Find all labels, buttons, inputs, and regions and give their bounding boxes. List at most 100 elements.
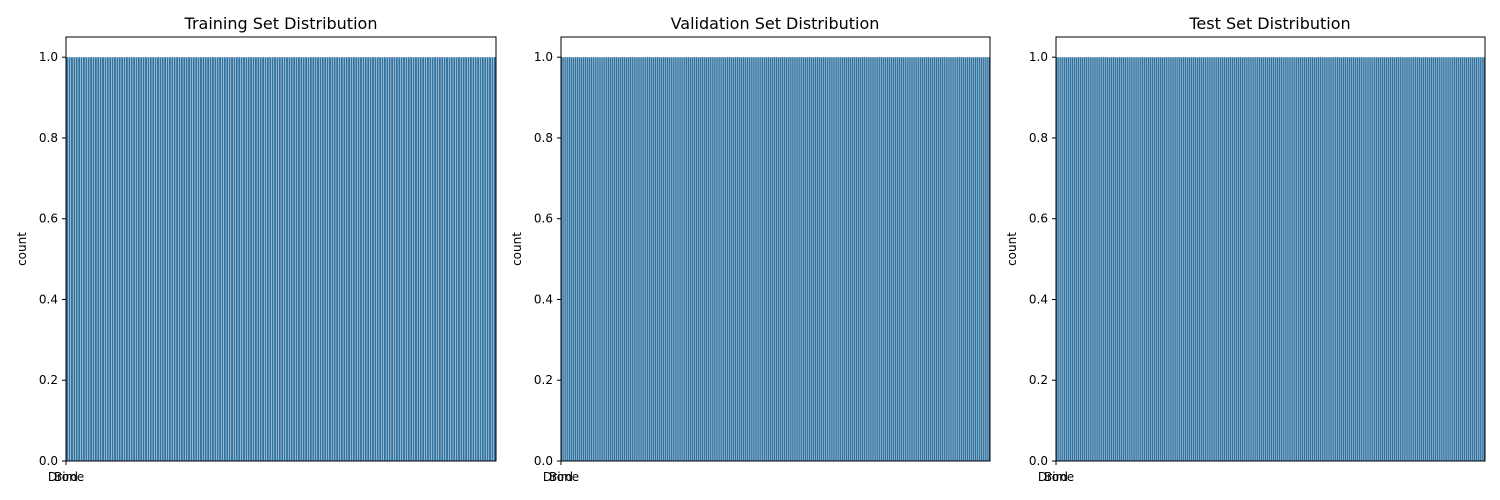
bar — [1336, 57, 1339, 461]
bar — [1389, 57, 1392, 461]
bar — [1169, 57, 1171, 461]
y-tick-label: 0.6 — [1029, 212, 1048, 226]
bar — [781, 57, 784, 461]
bar — [1457, 57, 1460, 461]
bar — [910, 57, 912, 461]
bar — [1159, 57, 1162, 461]
bar — [935, 57, 938, 461]
bar — [1089, 57, 1091, 461]
bar — [1455, 57, 1458, 461]
bar — [1253, 57, 1255, 461]
bar — [964, 57, 967, 461]
bar — [1465, 57, 1468, 461]
bar — [699, 57, 702, 461]
bar — [793, 57, 795, 461]
y-tick-label: 0.4 — [534, 292, 553, 306]
bar — [608, 57, 610, 461]
bar — [1381, 57, 1384, 461]
bar — [1274, 57, 1277, 461]
test-set-chart: Test Set Distribution count 0.0 0.2 0.4 0.6… — [1005, 14, 1486, 484]
bar — [434, 57, 437, 461]
bar — [1377, 57, 1380, 461]
bar — [312, 57, 315, 461]
bar — [1067, 57, 1070, 461]
bar — [1296, 57, 1298, 461]
y-tick-label: 1.0 — [534, 50, 553, 64]
bar — [1251, 57, 1253, 461]
bar — [764, 57, 766, 461]
bar — [1075, 57, 1078, 461]
bar — [462, 57, 465, 461]
bar — [563, 57, 565, 461]
bar — [82, 57, 85, 461]
bar — [219, 57, 222, 461]
bar — [1374, 57, 1376, 461]
bar — [565, 57, 567, 461]
bar — [682, 57, 684, 461]
bar — [381, 57, 384, 461]
bar — [1303, 57, 1306, 461]
bar — [1461, 57, 1464, 461]
bar — [130, 57, 133, 461]
bar — [1192, 57, 1195, 461]
bar — [1229, 57, 1232, 461]
bar — [1436, 57, 1438, 461]
bar — [190, 57, 193, 461]
bar — [695, 57, 698, 461]
bar — [1272, 57, 1275, 461]
bar — [78, 57, 81, 461]
bar — [1268, 57, 1271, 461]
bar — [867, 57, 869, 461]
bar — [1114, 57, 1117, 461]
bar — [1141, 57, 1144, 461]
y-axis-label: count — [510, 232, 524, 266]
bar — [1151, 57, 1154, 461]
bar — [1346, 57, 1349, 461]
bar — [898, 57, 901, 461]
bar — [1395, 57, 1398, 461]
y-tick-label: 0.4 — [39, 292, 58, 306]
bar — [486, 57, 489, 461]
bar — [154, 57, 157, 461]
y-tick-label: 0.0 — [39, 454, 58, 468]
bar — [1305, 57, 1308, 461]
bar — [1233, 57, 1236, 461]
bar — [235, 57, 238, 461]
bar — [633, 57, 635, 461]
bar — [469, 57, 472, 461]
bar — [1411, 57, 1413, 461]
bar — [613, 57, 616, 461]
bar — [1438, 57, 1440, 461]
bar — [686, 57, 688, 461]
bar — [959, 57, 961, 461]
bar — [422, 57, 425, 461]
bar — [1231, 57, 1234, 461]
bar — [808, 57, 811, 461]
chart-title: Validation Set Distribution — [671, 14, 880, 33]
bar — [207, 57, 210, 461]
bar — [1350, 57, 1353, 461]
bar — [828, 57, 830, 461]
bar — [254, 57, 257, 461]
bar — [645, 57, 647, 461]
bar — [598, 57, 600, 461]
bar — [810, 57, 813, 461]
bar — [719, 57, 721, 461]
bar — [569, 57, 571, 461]
bar — [1368, 57, 1370, 461]
bar — [1340, 57, 1343, 461]
bar — [118, 57, 121, 461]
bar — [832, 57, 834, 461]
bar — [221, 57, 224, 461]
bar — [723, 57, 725, 461]
bar — [843, 57, 846, 461]
bar — [362, 57, 365, 461]
bar — [1243, 57, 1245, 461]
bar — [834, 57, 836, 461]
bar — [1292, 57, 1294, 461]
bar — [1391, 57, 1394, 461]
bar — [873, 57, 875, 461]
bar — [145, 57, 147, 461]
x-tick-label: Bird — [1044, 470, 1068, 484]
bar — [1420, 57, 1423, 461]
